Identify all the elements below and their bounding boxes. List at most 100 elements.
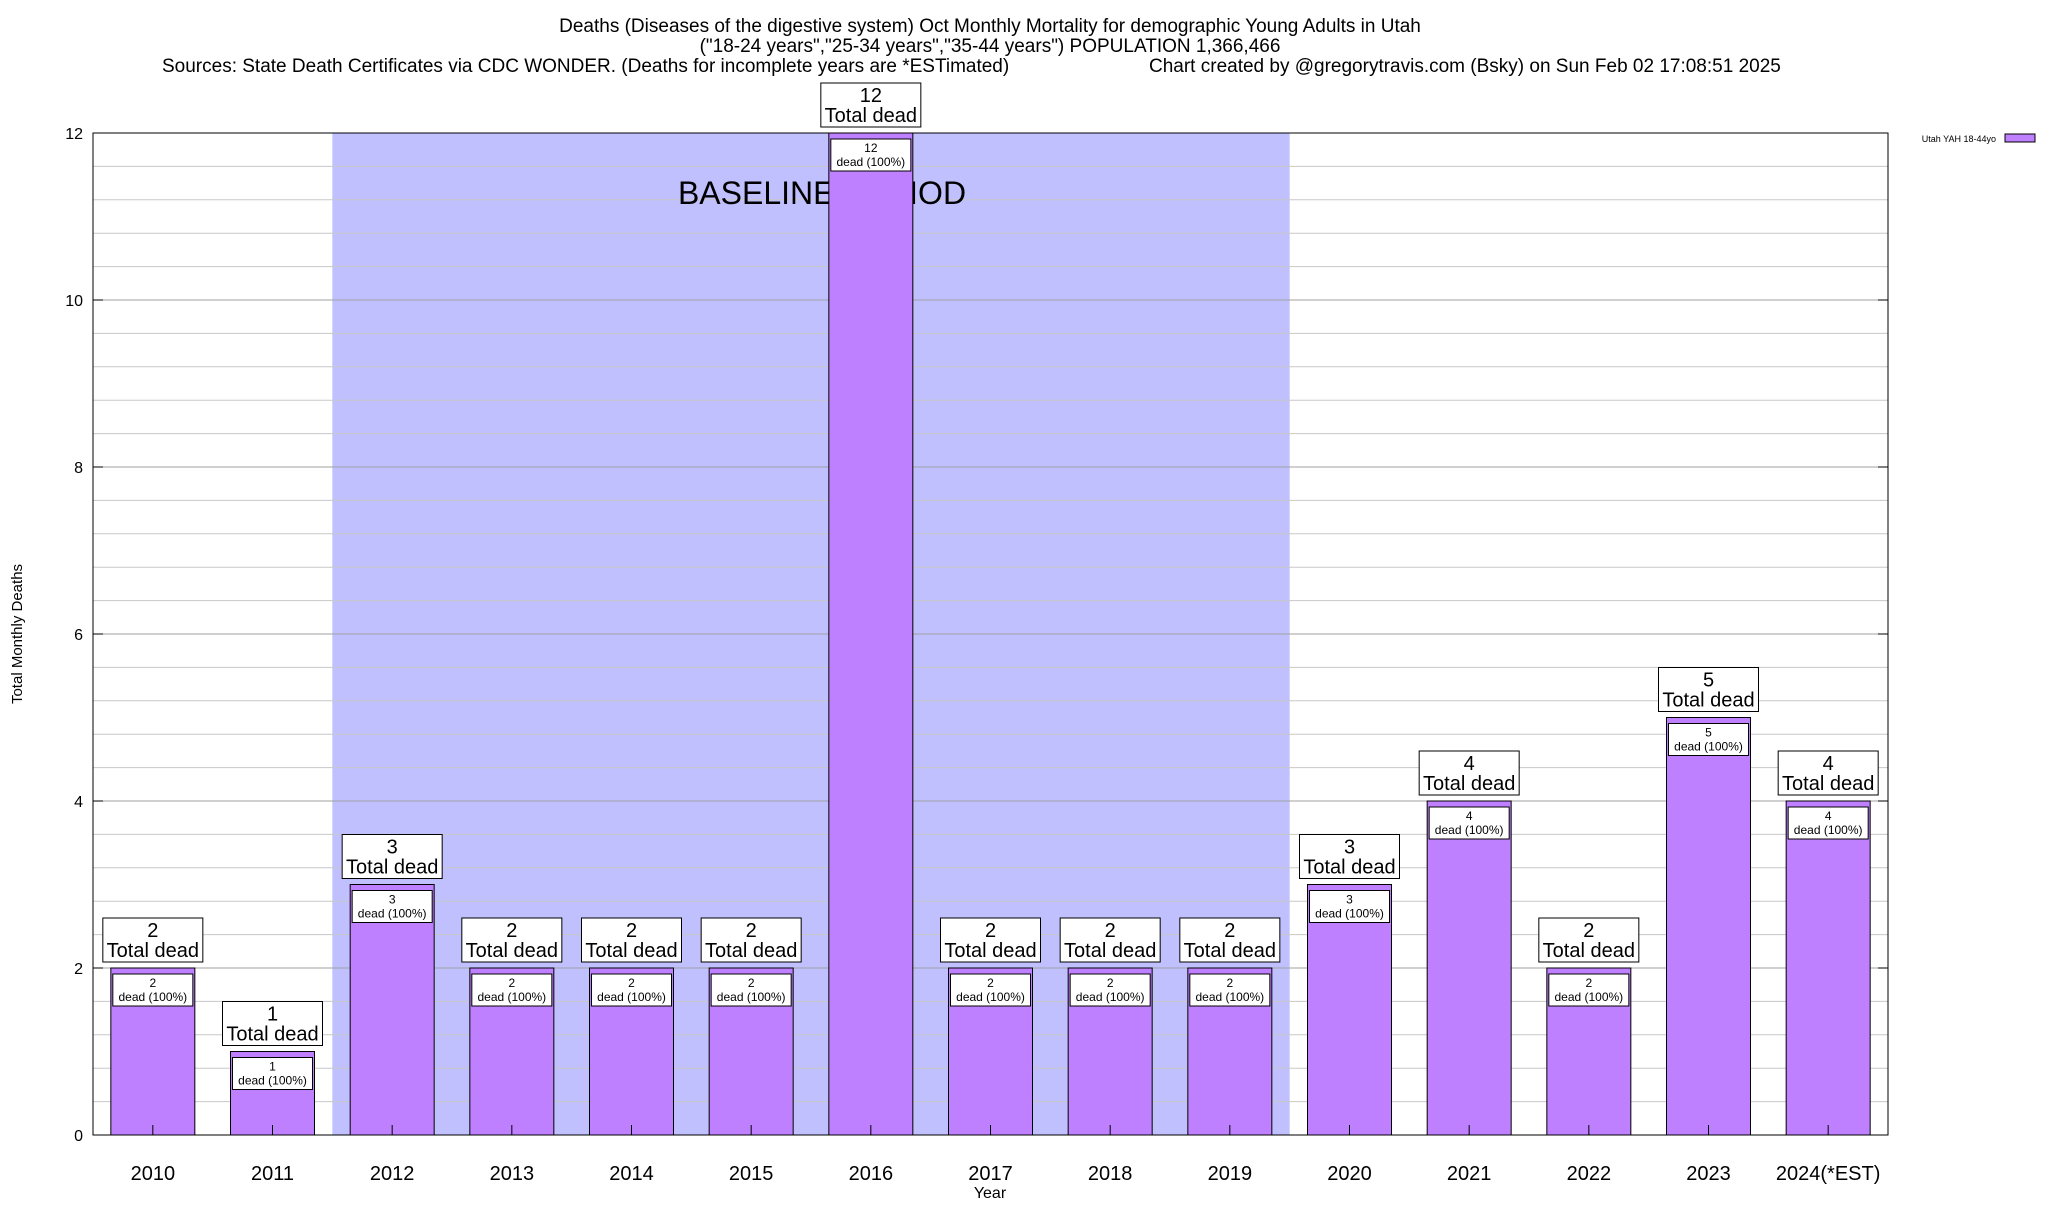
bar-inner-label-value: 12	[864, 141, 878, 155]
bar-inner-label-value: 2	[748, 976, 755, 990]
x-tick-label: 2015	[729, 1163, 774, 1185]
bar-inner-label-value: 1	[269, 1060, 276, 1074]
bar-inner-label-text: dead (100%)	[1674, 740, 1743, 754]
bar-total-label-value: 2	[506, 920, 517, 942]
bar-total-label-text: Total dead	[466, 940, 558, 962]
bar-total-label-box	[461, 917, 563, 963]
bar-total-label-box	[1538, 917, 1640, 963]
bar-total-label-text: Total dead	[1662, 690, 1754, 712]
bar-inner-label-text: dead (100%)	[358, 907, 427, 921]
x-axis-label: Year	[974, 1185, 1007, 1200]
bar-inner-label-text: dead (100%)	[836, 155, 905, 169]
y-tick-label: 4	[74, 794, 83, 811]
bar-total-label-box	[581, 917, 682, 963]
bar-total-label-value: 12	[860, 85, 882, 107]
bar-total-label-text: Total dead	[1184, 940, 1276, 962]
baseline-period-label: BASELINE PERIOD	[678, 175, 966, 211]
bar-total-label-value: 2	[746, 920, 757, 942]
x-tick-label: 2011	[251, 1163, 294, 1185]
legend-swatch	[2004, 133, 2036, 143]
bar-inner-label-text: dead (100%)	[1315, 907, 1384, 921]
bar-total-label-value: 2	[985, 920, 996, 942]
bar-inner-label-value: 2	[1585, 976, 1592, 990]
y-axis-label: Total Monthly Deaths	[9, 564, 26, 704]
bar-total-label-value: 5	[1703, 670, 1714, 692]
bar-total-label-text: Total dead	[1303, 857, 1395, 879]
bar-inner-label-value: 4	[1466, 809, 1473, 823]
bar-inner-label-value: 3	[389, 893, 396, 907]
bar-inner-label-box	[1668, 723, 1749, 756]
bar-inner-label-text: dead (100%)	[238, 1074, 307, 1088]
bar-inner-label-box	[1548, 973, 1630, 1007]
bar-inner-label-value: 2	[987, 976, 994, 990]
bar-inner-label-box	[1189, 973, 1271, 1007]
bar-total-label-box	[1299, 834, 1400, 879]
bar-total-label-box	[222, 1001, 323, 1046]
bar-inner-label-text: dead (100%)	[477, 990, 546, 1004]
bar-inner-label-box	[471, 973, 553, 1007]
x-tick-label: 2014	[609, 1163, 654, 1185]
bar-inner-label-box	[591, 973, 672, 1007]
bar-inner-label-box	[1069, 973, 1151, 1007]
x-tick-label: 2020	[1327, 1163, 1372, 1185]
bar-total-label-value: 4	[1823, 753, 1834, 775]
bar-total-label-box	[1658, 667, 1759, 712]
bar-inner-label-box	[351, 890, 433, 923]
bar-total-label-text: Total dead	[107, 940, 199, 962]
bar-inner-label-value: 2	[1226, 976, 1233, 990]
bar-total-label-value: 3	[1344, 837, 1355, 859]
bar-inner-label-value: 4	[1825, 809, 1832, 823]
bar-inner-label-text: dead (100%)	[717, 990, 786, 1004]
legend-label: Utah YAH 18-44yo	[1922, 134, 1996, 144]
bar-inner-label-value: 2	[1107, 976, 1114, 990]
bar-inner-label-box	[1309, 890, 1390, 923]
bar	[1785, 800, 1871, 1136]
bar-total-label-text: Total dead	[585, 940, 677, 962]
bar-total-label-value: 2	[1224, 920, 1235, 942]
bar-total-label-box	[700, 917, 802, 963]
bar-total-label-box	[1418, 750, 1520, 796]
y-tick-label: 10	[65, 293, 83, 310]
bar-total-label-box	[1059, 917, 1161, 963]
bar-inner-label-text: dead (100%)	[1794, 823, 1863, 837]
bar-total-label-text: Total dead	[944, 940, 1036, 962]
bar-total-label-text: Total dead	[1782, 773, 1874, 795]
x-tick-label: 2024(*EST)	[1776, 1163, 1881, 1185]
bar-total-label-box	[940, 917, 1041, 963]
plot-border	[92, 132, 1889, 1136]
bar-inner-label-text: dead (100%)	[956, 990, 1025, 1004]
bar-total-label-text: Total dead	[1064, 940, 1156, 962]
bar-inner-label-text: dead (100%)	[1554, 990, 1623, 1004]
y-tick-label: 8	[74, 460, 83, 477]
x-tick-label: 2023	[1686, 1163, 1731, 1185]
bar-total-label-text: Total dead	[1423, 773, 1515, 795]
bar-total-label-text: Total dead	[825, 105, 917, 127]
bar-total-label-text: Total dead	[226, 1024, 318, 1046]
chart-sources: Sources: State Death Certificates via CD…	[162, 56, 1009, 77]
bar-inner-label-value: 2	[508, 976, 515, 990]
bar-inner-label-box	[830, 138, 912, 172]
bar-inner-label-box	[112, 973, 194, 1007]
x-tick-label: 2018	[1088, 1163, 1133, 1185]
bar-inner-label-box	[950, 973, 1031, 1007]
y-tick-label: 12	[65, 126, 83, 143]
bar-inner-label-text: dead (100%)	[1435, 823, 1504, 837]
x-tick-label: 2019	[1208, 1163, 1253, 1185]
bar-total-label-box	[820, 82, 922, 128]
bar-total-label-value: 2	[147, 920, 158, 942]
bar-inner-label-value: 3	[1346, 893, 1353, 907]
x-tick-label: 2017	[968, 1163, 1013, 1185]
bar	[1307, 884, 1392, 1136]
bar-total-label-box	[341, 834, 443, 879]
bar-inner-label-box	[1428, 806, 1510, 840]
x-tick-label: 2021	[1447, 1163, 1492, 1185]
x-tick-label: 2010	[131, 1163, 176, 1185]
bar-inner-label-text: dead (100%)	[1195, 990, 1264, 1004]
bar-total-label-value: 2	[626, 920, 637, 942]
bar-total-label-text: Total dead	[705, 940, 797, 962]
bar-total-label-value: 3	[387, 837, 398, 859]
bar	[349, 884, 435, 1136]
bar-total-label-box	[1179, 917, 1281, 963]
